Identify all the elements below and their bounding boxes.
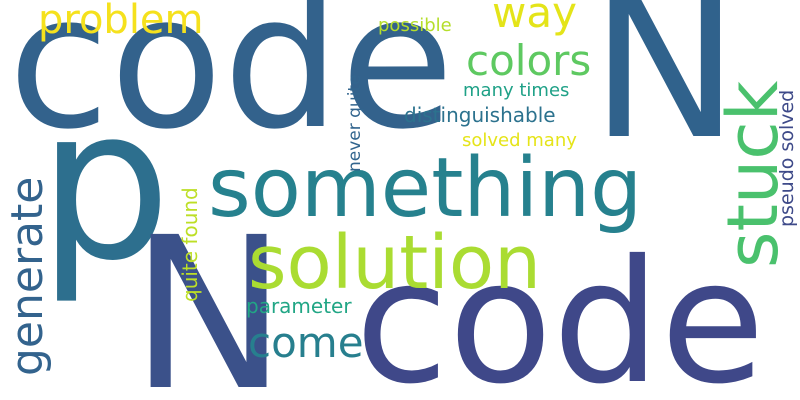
word-never-quite: never quite <box>345 74 365 172</box>
word-many-times: many times <box>463 80 570 101</box>
word-N-top: N <box>590 0 740 184</box>
word-solution: solution <box>248 220 542 306</box>
word-pseudo-solved: pseudo solved <box>776 89 798 227</box>
word-problem: problem <box>38 0 204 43</box>
word-solved-many: solved many <box>462 130 577 151</box>
word-way: way <box>492 0 577 37</box>
word-code-bottom: code <box>355 224 765 400</box>
word-colors: colors <box>466 36 592 85</box>
word-N-bottom: N <box>130 192 288 400</box>
word-possible: possible <box>378 15 452 36</box>
word-p: p <box>38 62 172 307</box>
word-come: come <box>248 318 364 367</box>
word-parameter: parameter <box>246 294 352 318</box>
word-code-large: code <box>8 0 455 170</box>
word-distinguishable: distinguishable <box>404 103 556 127</box>
word-something: something <box>208 141 643 236</box>
word-quite-found: quite found <box>178 187 202 302</box>
word-generate: generate <box>2 176 53 376</box>
